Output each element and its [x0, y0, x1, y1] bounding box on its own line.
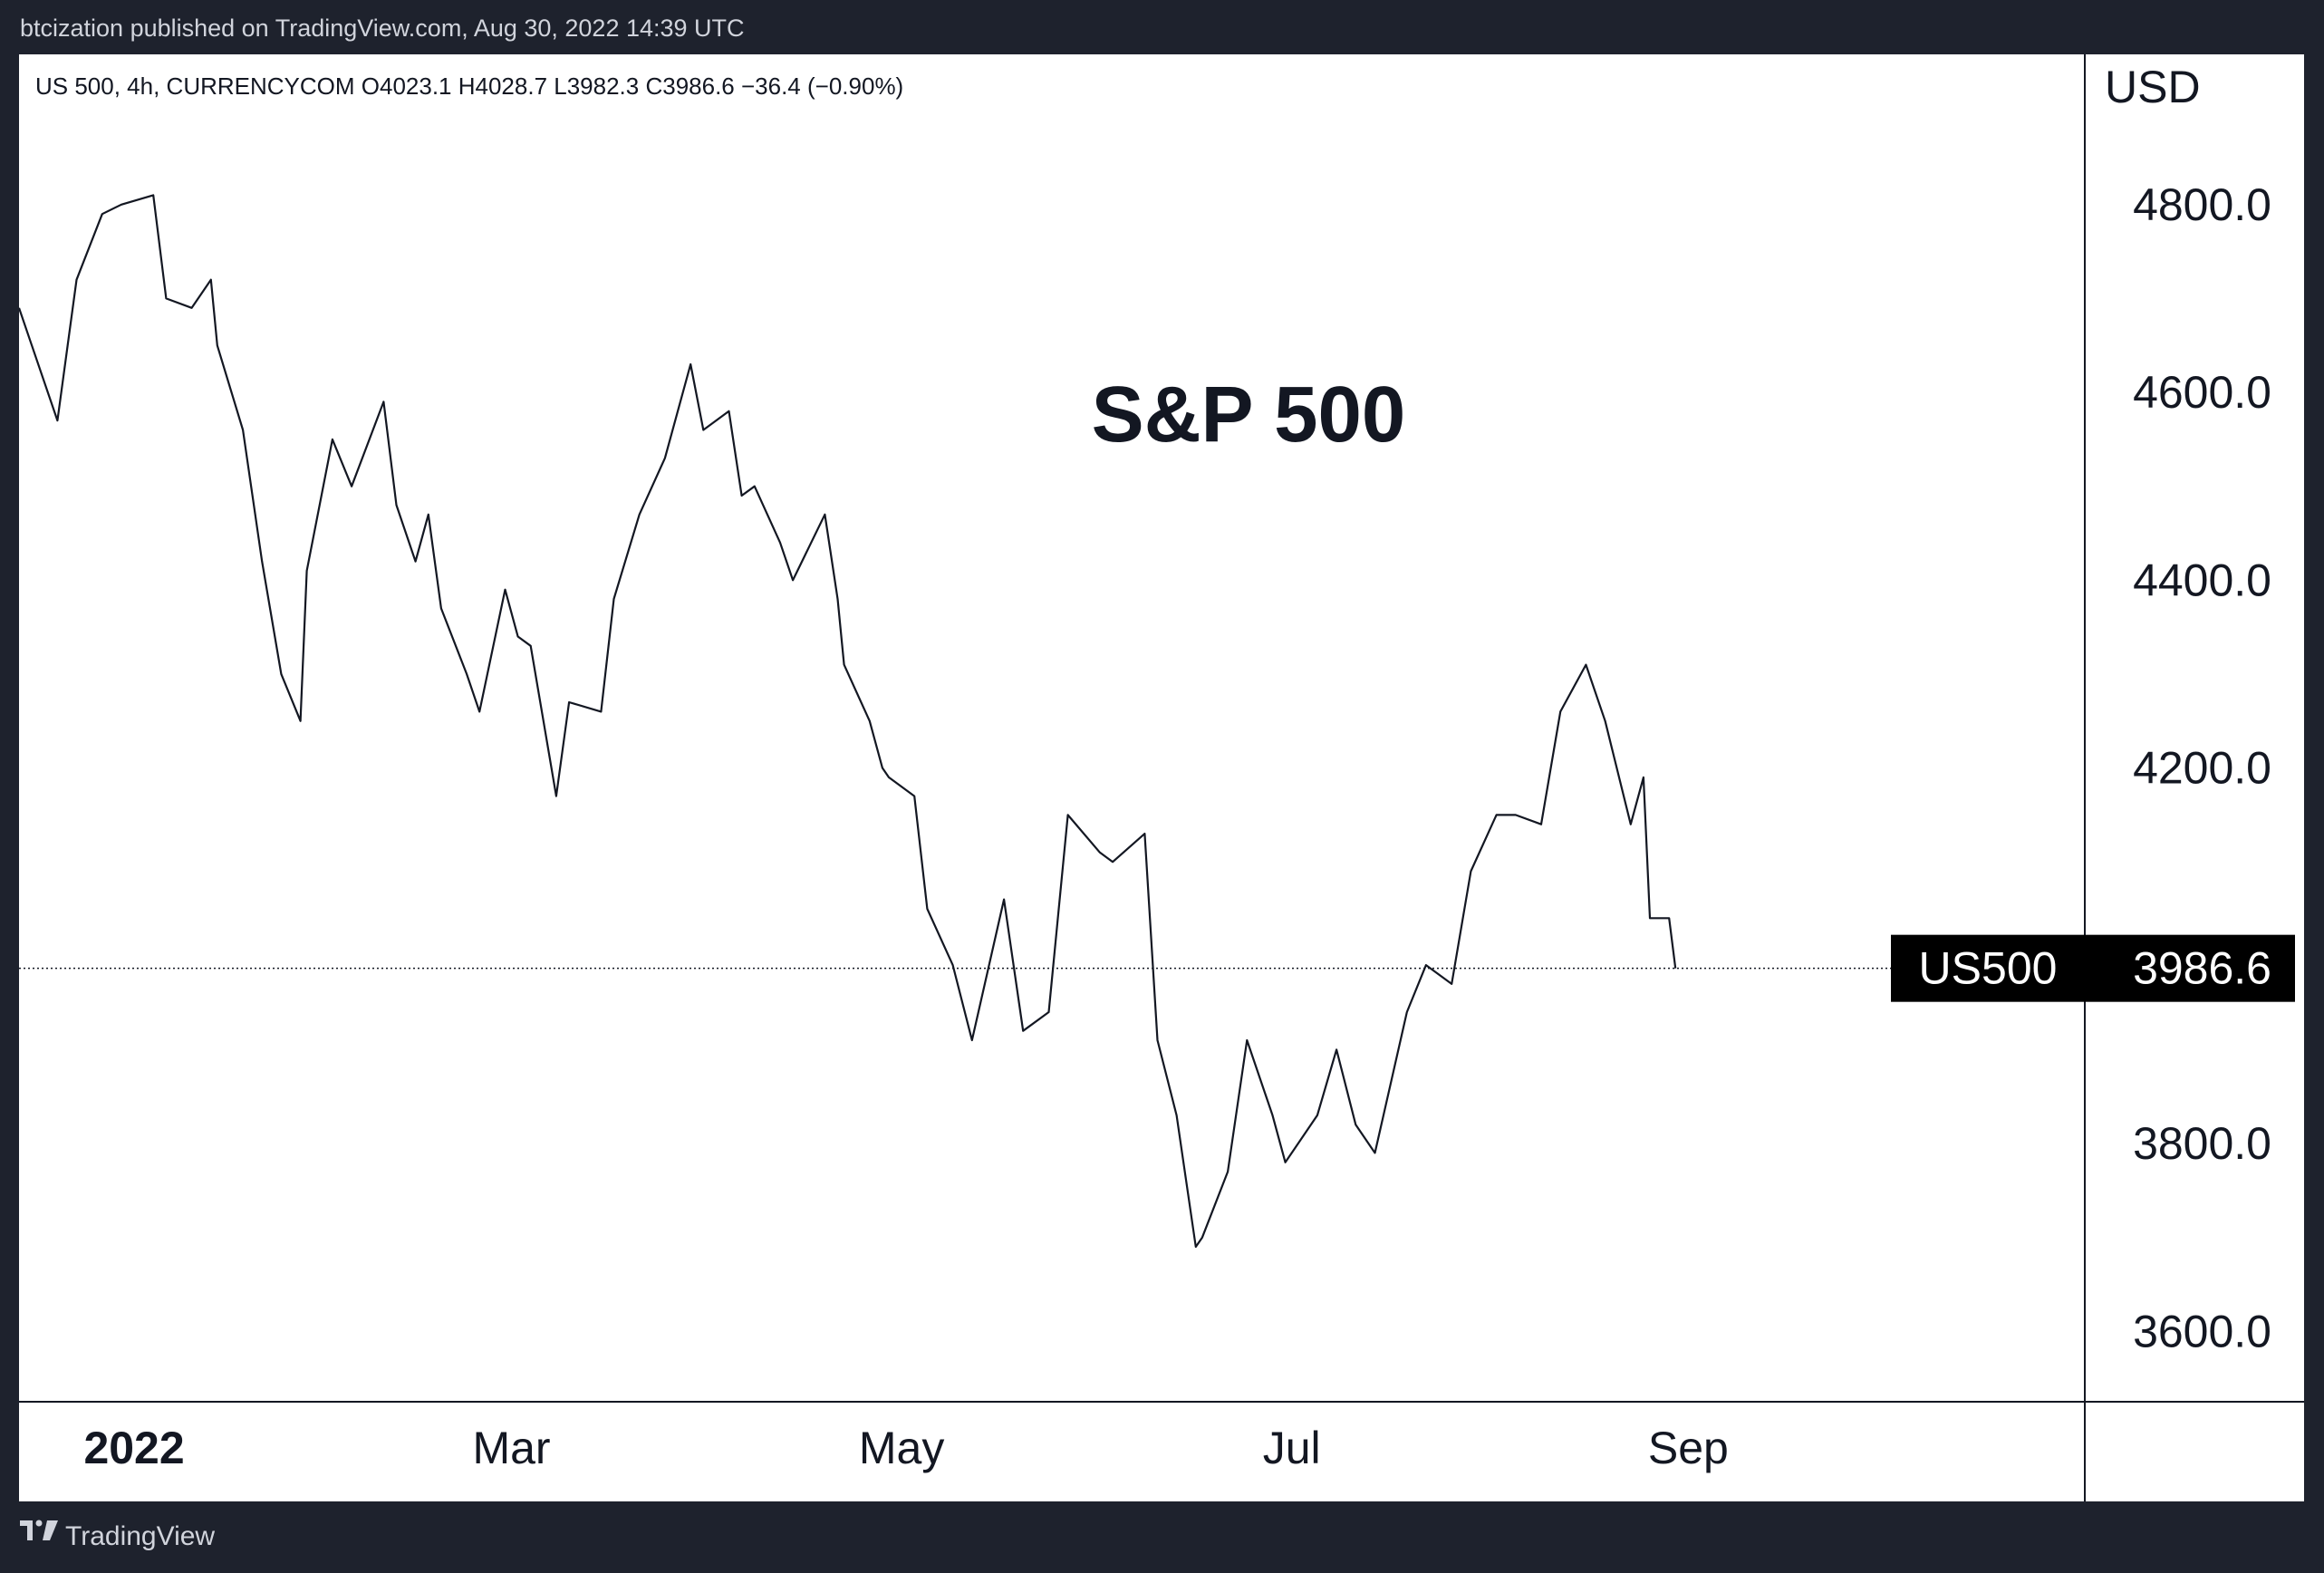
x-tick-label: Jul	[1263, 1423, 1321, 1473]
symbol-tag-label: US500	[1919, 943, 2058, 994]
price-series-line	[19, 194, 1677, 1249]
time-axis[interactable]: 2022 Mar May Jul Sep	[83, 1423, 1728, 1473]
footer-bar: TradingView	[0, 1501, 2324, 1573]
symbol-tag-box	[1891, 934, 2085, 1002]
last-price-marker: US500 3986.6	[1891, 934, 2295, 1002]
chart-area[interactable]: 4800.0 4600.0 4400.0 4200.0 3800.0 3600.0 202…	[19, 54, 2304, 1501]
chart-canvas[interactable]: 4800.0 4600.0 4400.0 4200.0 3800.0 3600.0 202…	[19, 54, 2304, 1501]
y-tick-label: 4200.0	[2133, 743, 2271, 794]
price-tag-box	[2085, 934, 2295, 1002]
publisher-line: btcization published on TradingView.com,…	[20, 14, 745, 42]
brand-name: TradingView	[65, 1521, 216, 1551]
y-tick-label: 4600.0	[2133, 367, 2271, 418]
price-axis[interactable]: 4800.0 4600.0 4400.0 4200.0 3800.0 3600.0	[2133, 179, 2271, 1356]
x-tick-label: Sep	[1648, 1423, 1729, 1473]
plot-layer	[19, 194, 2085, 1249]
x-tick-label: Mar	[472, 1423, 550, 1473]
y-tick-label: 3600.0	[2133, 1306, 2271, 1356]
currency-label: USD	[2105, 62, 2201, 112]
x-tick-label: May	[859, 1423, 944, 1473]
y-tick-label: 4800.0	[2133, 179, 2271, 230]
y-tick-label: 3800.0	[2133, 1118, 2271, 1169]
ohlc-legend: US 500, 4h, CURRENCYCOM O4023.1 H4028.7 …	[35, 72, 904, 100]
tradingview-logo-icon	[20, 1520, 58, 1540]
publisher-bar: btcization published on TradingView.com,…	[0, 0, 2324, 54]
chart-title: S&P 500	[1092, 371, 1406, 458]
y-tick-label: 4400.0	[2133, 555, 2271, 605]
x-tick-label: 2022	[83, 1423, 184, 1473]
last-price-label: 3986.6	[2133, 943, 2271, 994]
